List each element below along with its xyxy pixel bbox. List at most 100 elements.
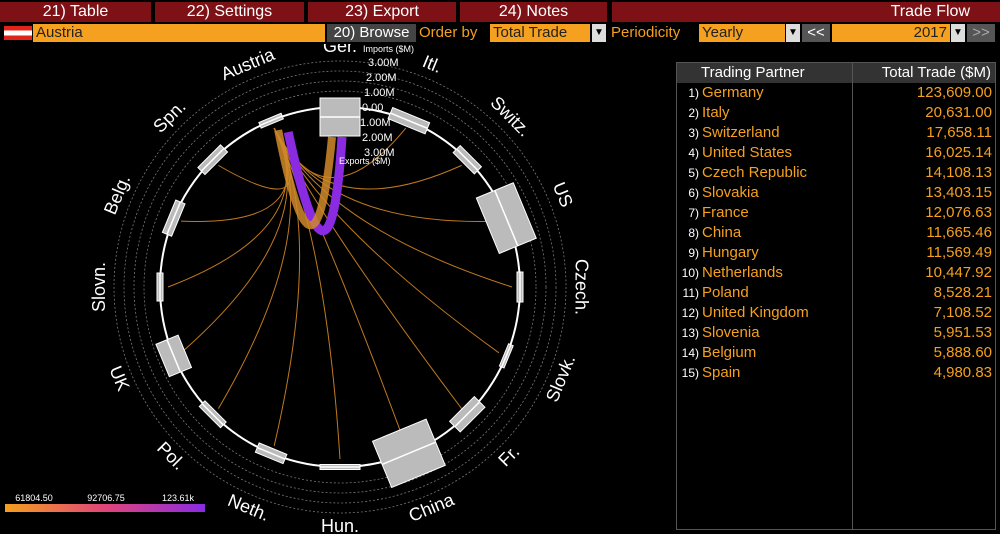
country-field[interactable]: Austria: [33, 24, 325, 42]
partner-tick: [256, 446, 286, 460]
guide-ring: [123, 70, 557, 504]
trade-value: 7,108.52: [933, 304, 992, 321]
partner-name: Slovakia: [702, 184, 759, 201]
row-rank: 6): [688, 186, 699, 200]
partner-name: Switzerland: [702, 124, 780, 141]
partner-name: China: [702, 224, 742, 241]
scale-tick: 3.00M: [368, 57, 399, 69]
row-rank: 3): [688, 126, 699, 140]
partner-name: Belgium: [702, 344, 757, 361]
trade-value: 123,609.00: [916, 84, 992, 101]
color-scale-label: 123.61k: [162, 493, 195, 503]
flag: [4, 26, 32, 40]
row-rank: 1): [688, 86, 699, 100]
notes-button[interactable]: 24) Notes: [460, 2, 607, 22]
partner-label: Ger.: [323, 44, 357, 56]
color-scale-label: 61804.50: [15, 493, 53, 503]
trade-flow-diagram: Ger. Itl. Switz. US Czech. Slovk. Fr. China Hun.…: [5, 44, 591, 534]
dropdown-arrow[interactable]: ▼: [592, 24, 606, 42]
partner-tick: [494, 190, 519, 247]
partner-label: US: [549, 179, 577, 210]
trade-value: 8,528.21: [933, 284, 992, 301]
dropdown-arrow[interactable]: ▼: [786, 24, 800, 42]
partner-label: Belg.: [100, 172, 134, 218]
year-field[interactable]: 2017: [832, 24, 950, 42]
color-scale: [5, 504, 205, 512]
export-button[interactable]: 23) Export: [308, 2, 456, 22]
flow-line: [180, 127, 288, 354]
next-button[interactable]: >>: [967, 24, 995, 42]
partner-label: Pol.: [153, 438, 189, 474]
partner-tick: [454, 401, 481, 428]
trade-value: 12,076.63: [925, 204, 992, 221]
row-rank: 9): [688, 246, 699, 260]
partner-label: Switz.: [487, 92, 535, 140]
partner-label: UK: [105, 363, 133, 394]
main-flow-orange: [274, 129, 336, 230]
scale-tick: 2.00M: [366, 72, 397, 84]
order-label: Order by: [419, 24, 478, 41]
trade-value: 20,631.00: [925, 104, 992, 121]
periodicity-field[interactable]: Yearly: [699, 24, 785, 42]
column-header: Total Trade ($M): [881, 64, 991, 81]
order-field[interactable]: Total Trade: [490, 24, 590, 42]
trade-value: 14,108.13: [925, 164, 992, 181]
partner-name: Germany: [702, 84, 764, 101]
partner-tick: [201, 403, 224, 426]
scale-tick: 3.00M: [364, 147, 395, 159]
table-button[interactable]: 21) Table: [0, 2, 151, 22]
scale-tick: 0.00: [362, 102, 383, 114]
trade-value: 17,658.11: [926, 124, 992, 141]
partner-name: Italy: [702, 104, 730, 121]
partner-name: France: [702, 204, 749, 221]
trade-value: 13,403.15: [925, 184, 992, 201]
partner-label: Neth.: [225, 490, 272, 525]
partner-tick: [259, 115, 283, 126]
trade-value: 16,025.14: [925, 144, 992, 161]
partner-tick: [381, 441, 436, 466]
row-rank: 12): [681, 306, 699, 320]
row-rank: 7): [688, 206, 699, 220]
flow-line: [217, 127, 292, 409]
row-rank: 8): [688, 226, 699, 240]
trade-value: 5,951.53: [933, 324, 992, 341]
partner-tick: [501, 344, 512, 368]
partner-label: Spn.: [149, 96, 189, 136]
row-rank: 14): [681, 346, 699, 360]
partner-label: Austria: [218, 44, 278, 84]
trade-value: 4,980.83: [933, 364, 992, 381]
partner-tick: [390, 112, 428, 130]
color-scale-label: 92706.75: [87, 493, 125, 503]
table-header: [677, 63, 995, 83]
main-flow-purple: [283, 131, 347, 236]
row-rank: 4): [688, 146, 699, 160]
settings-button[interactable]: 22) Settings: [155, 2, 304, 22]
flow-line: [273, 127, 407, 447]
partner-name: Hungary: [702, 244, 759, 261]
trade-value: 11,665.46: [926, 224, 992, 241]
partner-tick: [200, 147, 225, 172]
scale-tick: 1.00M: [364, 87, 395, 99]
partner-name: United States: [702, 144, 793, 161]
scale-tick: 2.00M: [362, 132, 393, 144]
row-rank: 5): [688, 166, 699, 180]
row-rank: 10): [681, 266, 699, 280]
guide-ring: [143, 90, 537, 484]
prev-button[interactable]: <<: [802, 24, 830, 42]
partner-name: Poland: [702, 284, 749, 301]
partner-tick: [166, 201, 182, 235]
partner-name: Netherlands: [702, 264, 783, 281]
scale-tick: 1.00M: [360, 117, 391, 129]
column-divider: [852, 63, 853, 529]
partner-name: United Kingdom: [702, 304, 809, 321]
partner-name: Spain: [702, 364, 741, 381]
trade-table: Trading Partner Total Trade ($M) 1) Germany…: [676, 62, 996, 530]
row-rank: 11): [682, 286, 699, 300]
partner-label: Slovk.: [542, 352, 579, 405]
guide-ring: [113, 60, 567, 514]
periodicity-label: Periodicity: [611, 24, 681, 41]
dropdown-arrow[interactable]: ▼: [951, 24, 965, 42]
trade-value: 10,447.92: [925, 264, 992, 281]
flow-line: [273, 127, 463, 409]
browse-button[interactable]: 20) Browse: [327, 24, 416, 42]
